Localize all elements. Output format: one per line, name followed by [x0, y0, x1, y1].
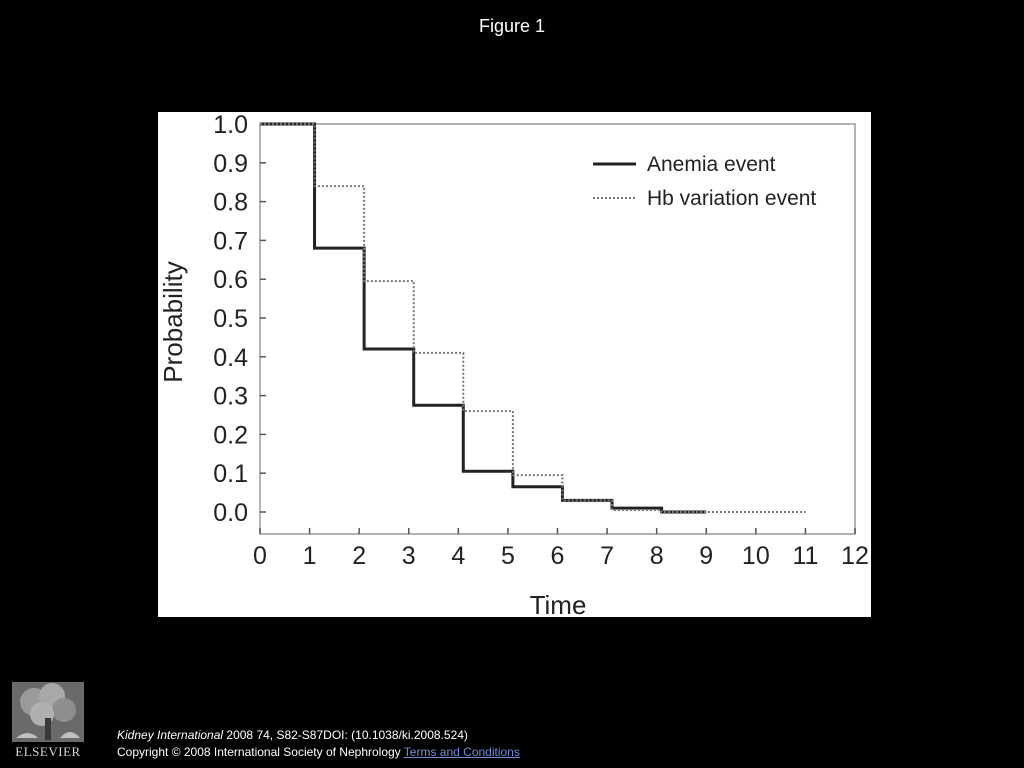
- x-tick-label: 10: [742, 542, 770, 570]
- plot-frame: [259, 123, 856, 535]
- y-axis-ticks: 0.0 0.1 0.2 0.3 0.4 0.5 0.6 0.7 0.8 0.9 1.0: [213, 112, 266, 527]
- series-line-hb-variation-event: [260, 123, 806, 513]
- y-tick-label: 0.7: [213, 227, 248, 255]
- copyright-line: Copyright © 2008 International Society o…: [117, 744, 520, 761]
- journal-name: Kidney International: [117, 728, 224, 742]
- x-tick-label: 9: [699, 542, 713, 570]
- copyright-text: Copyright © 2008 International Society o…: [117, 745, 404, 759]
- y-tick-label: 1.0: [213, 112, 248, 139]
- y-tick-label: 0.5: [213, 305, 248, 333]
- x-tick-label: 1: [303, 542, 317, 570]
- legend: Anemia event Hb variation event: [593, 153, 816, 210]
- x-tick-label: 5: [501, 542, 515, 570]
- elsevier-tree-icon: ELSEVIER: [8, 680, 88, 760]
- x-tick-label: 8: [650, 542, 664, 570]
- elsevier-logo: ELSEVIER: [8, 680, 88, 760]
- legend-label-anemia: Anemia event: [647, 153, 776, 176]
- citation-line: Kidney International 2008 74, S82-S87DOI…: [117, 727, 520, 744]
- terms-and-conditions-link[interactable]: Terms and Conditions: [403, 745, 520, 759]
- x-tick-label: 3: [402, 542, 416, 570]
- x-tick-label: 12: [841, 542, 869, 570]
- x-tick-label: 4: [451, 542, 465, 570]
- y-tick-label: 0.9: [213, 150, 248, 178]
- x-tick-label: 2: [352, 542, 366, 570]
- slide-title: Figure 1: [478, 16, 546, 36]
- x-axis-label: Time: [530, 590, 587, 617]
- y-tick-label: 0.2: [213, 421, 248, 449]
- logo-text: ELSEVIER: [15, 744, 80, 759]
- series-layer: [259, 122, 806, 514]
- y-tick-label: 0.6: [213, 266, 248, 294]
- y-tick-label: 0.1: [213, 460, 248, 488]
- citation-block: Kidney International 2008 74, S82-S87DOI…: [117, 727, 520, 761]
- x-tick-label: 0: [253, 542, 267, 570]
- x-tick-label: 11: [792, 542, 818, 570]
- x-axis-ticks: 0 1 2 3 4 5 6 7 8 9 10 11 12: [253, 528, 869, 570]
- series-line-anemia-event: [260, 122, 707, 514]
- legend-label-hb: Hb variation event: [647, 187, 816, 210]
- citation-details: 2008 74, S82-S87DOI: (10.1038/ki.2008.52…: [223, 728, 468, 742]
- x-tick-label: 6: [551, 542, 565, 570]
- y-tick-label: 0.0: [213, 499, 248, 527]
- y-tick-label: 0.3: [213, 383, 248, 411]
- y-tick-label: 0.4: [213, 344, 248, 372]
- y-tick-label: 0.8: [213, 189, 248, 217]
- y-axis-label: Probability: [158, 261, 188, 382]
- x-tick-label: 7: [600, 542, 614, 570]
